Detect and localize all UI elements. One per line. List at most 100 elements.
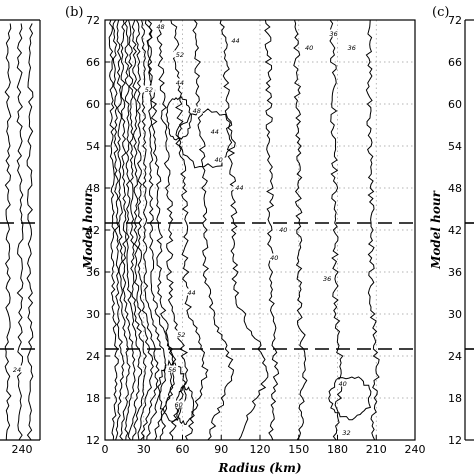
contour-label: 40 — [270, 254, 278, 262]
contour-label-bg — [233, 183, 246, 191]
contour-label: 48 — [156, 23, 164, 31]
contour-closed — [328, 376, 372, 421]
contour-label-bg — [173, 78, 186, 86]
contour-closed — [175, 108, 236, 169]
contour-label: 60 — [174, 401, 182, 409]
panel-b: 48 52 44 36 40 36 44 52 48 44 40 44 40 40 36 44 52 56 60 40… — [65, 5, 426, 474]
contour-label-bg — [229, 36, 242, 44]
x-tick-label: 120 — [250, 443, 271, 456]
contour-line — [120, 20, 136, 440]
contour-label: 36 — [323, 275, 331, 283]
contour-line — [131, 20, 154, 440]
contour-label-bg — [185, 288, 198, 296]
panel-c-y-tick-label: 12 — [448, 434, 462, 447]
contour-label: 52 — [176, 51, 184, 59]
x-tick-label: 0 — [102, 443, 109, 456]
contour-label: 36 — [348, 44, 356, 52]
contour-label: 40 — [215, 156, 223, 164]
panel-c-y-tick-label: 24 — [448, 350, 462, 363]
contour-label: 44 — [231, 37, 239, 45]
contour-label-bg — [303, 43, 316, 51]
panel-label-b: (b) — [65, 5, 83, 20]
contour-label-bg — [175, 330, 188, 338]
y-tick-label: 24 — [86, 350, 100, 363]
contour-group — [108, 20, 380, 440]
contour-label: 52 — [177, 331, 185, 339]
contour-line — [170, 20, 209, 440]
contour-label-bg — [321, 274, 334, 282]
panel-a-contour-line — [16, 23, 24, 441]
contour-line — [124, 20, 143, 440]
panel-a-contour-label: 24 — [13, 366, 21, 374]
panel-a-label-bg — [11, 365, 23, 373]
contour-closed — [165, 96, 192, 141]
panel-label-c: (c) — [432, 5, 449, 20]
x-tick-label: 60 — [176, 443, 190, 456]
contour-label-bg — [173, 50, 186, 58]
x-axis-label: Radius (km) — [218, 461, 302, 474]
y-tick-label: 12 — [86, 434, 100, 447]
contour-label-bg — [268, 253, 281, 261]
y-tick-label: 18 — [86, 392, 100, 405]
contour-line — [264, 20, 280, 440]
panel-c-y-tick-label: 30 — [448, 308, 462, 321]
panel-c-y-tick-label: 48 — [448, 182, 462, 195]
contour-line — [365, 20, 380, 440]
y-tick-label: 30 — [86, 308, 100, 321]
contour-line — [219, 20, 269, 440]
contour-label-bg — [336, 379, 349, 387]
x-tick-label: 240 — [405, 443, 426, 456]
contour-label: 52 — [145, 86, 153, 94]
y-tick-label: 48 — [86, 182, 100, 195]
contour-line — [112, 20, 125, 440]
x-tick-label: 150 — [288, 443, 309, 456]
contour-label: 56 — [168, 366, 176, 374]
contour-line — [192, 20, 235, 440]
contour-label-bg — [166, 365, 179, 373]
contour-label: 48 — [193, 107, 201, 115]
x-tick-label: 90 — [214, 443, 228, 456]
contour-label: 36 — [329, 30, 337, 38]
panel-c-y-tick-label: 66 — [448, 56, 462, 69]
contour-line — [156, 20, 189, 440]
contour-line — [135, 20, 160, 440]
contour-label-bg — [208, 127, 221, 135]
panel-c-y-tick-label: 42 — [448, 224, 462, 237]
contour-label-bg — [327, 29, 340, 37]
contour-label: 44 — [211, 128, 219, 136]
contour-label-bg — [142, 85, 155, 93]
contour-line — [293, 20, 308, 440]
panel-a-x-tick-label: 240 — [12, 443, 33, 456]
contour-label: 40 — [279, 226, 287, 234]
contour-label-bg — [172, 400, 185, 408]
contour-line — [128, 20, 147, 440]
contour-label-bg — [277, 225, 290, 233]
y-tick-label: 66 — [86, 56, 100, 69]
panel-c: (c) 12 18 24 30 36 42 48 54 60 66 72 Model hour — [429, 5, 474, 447]
y-axis-label: Model hour — [81, 189, 95, 270]
panel-a-contour-line — [26, 23, 34, 441]
contour-label: 32 — [342, 429, 350, 437]
contour-label-bg — [340, 428, 353, 436]
contour-label: 44 — [176, 79, 184, 87]
panel-a: 240 24 — [0, 19, 41, 456]
y-tick-label: 54 — [86, 140, 100, 153]
y-tick-label: 72 — [86, 14, 100, 27]
panel-c-y-tick-label: 18 — [448, 392, 462, 405]
contour-label-bg — [345, 43, 358, 51]
contour-label: 40 — [305, 44, 313, 52]
x-tick-label: 30 — [137, 443, 151, 456]
contour-label: 40 — [339, 380, 347, 388]
contour-line — [329, 20, 344, 440]
panel-c-y-tick-label: 72 — [448, 14, 462, 27]
contour-label: 44 — [187, 289, 195, 297]
contour-line — [141, 20, 168, 440]
panel-c-y-tick-label: 54 — [448, 140, 462, 153]
contour-label-bg — [212, 155, 225, 163]
panel-c-y-axis-label: Model hour — [429, 189, 443, 270]
y-tick-label: 60 — [86, 98, 100, 111]
contour-line — [116, 20, 131, 440]
contour-label-bg — [154, 22, 167, 30]
x-tick-label: 180 — [327, 443, 348, 456]
